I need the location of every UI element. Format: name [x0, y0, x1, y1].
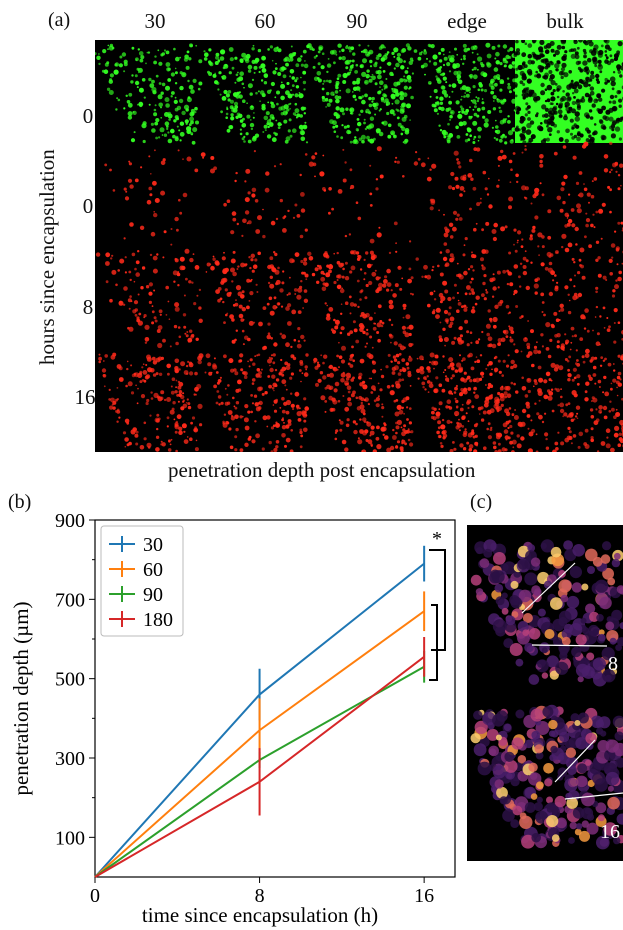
legend-box [100, 525, 184, 637]
tile-r0-c1 [203, 44, 309, 144]
panel-a-x-axis-title: penetration depth post encapsulation [168, 458, 476, 482]
y-tick-label: 500 [55, 669, 85, 691]
tile-r2-c3 [415, 249, 516, 349]
tile-r2-c1 [205, 250, 309, 351]
x-tick-label: 16 [414, 885, 434, 907]
y-tick-label: 300 [55, 748, 85, 770]
legend-label-180: 180 [143, 609, 173, 631]
row-header-8: 8 [82, 295, 94, 319]
tile-r1-c2 [308, 146, 412, 245]
column-header-60: 60 [254, 9, 276, 33]
y-tick-label: 100 [55, 827, 85, 849]
tile-r0-c4 [512, 40, 623, 146]
legend-label-30: 30 [143, 534, 163, 556]
plot-frame [94, 519, 456, 878]
panel-a-y-axis-title: hours since encapsulation [35, 149, 59, 365]
x-tick-label: 8 [255, 885, 265, 907]
tile-r2-c2 [307, 250, 414, 351]
x-axis-label: time since encapsulation (h) [142, 903, 378, 927]
heatmap-panel: 8 16 [467, 525, 623, 861]
tile-r3-c0 [98, 352, 204, 452]
tile-r3-c1 [204, 353, 309, 452]
microscopy-grid [95, 40, 623, 452]
heatmap-label-8: 8 [608, 653, 618, 675]
tile-r2-c4 [513, 244, 623, 351]
measure-line [531, 644, 608, 647]
significance-star: * [432, 528, 442, 550]
tile-r3-c4 [512, 348, 623, 452]
panel-c-label: (c) [470, 491, 493, 513]
row-header-0-green: 0 [82, 104, 94, 128]
significance-brackets: * [429, 528, 446, 681]
tile-r1-c0 [104, 149, 199, 246]
measure-line [521, 562, 576, 614]
panel-b-label: (b) [8, 491, 32, 513]
heatmap-8h [470, 539, 623, 687]
column-header-30: 30 [144, 9, 166, 33]
x-tick-label: 0 [90, 885, 100, 907]
tile-r0-c0 [95, 43, 203, 145]
column-header-bulk: bulk [546, 9, 584, 33]
tile-r1-c1 [200, 150, 308, 239]
y-axis-label: penetration depth (µm) [9, 601, 33, 795]
microscopy-tiles [95, 40, 623, 452]
legend-label-60: 60 [143, 559, 163, 581]
measure-line [564, 792, 623, 800]
legend: 30 60 90 180 [100, 525, 184, 637]
heatmap-label-16: 16 [600, 821, 620, 843]
tile-r0-c2 [306, 43, 414, 145]
row-header-0-red: 0 [82, 194, 94, 218]
penetration-chart: 100 300 500 700 900 0 8 16 time since encapsulat… [9, 510, 456, 927]
heatmap-16h [470, 704, 623, 850]
y-tick-label: 900 [55, 510, 85, 532]
tile-r3-c2 [313, 352, 414, 452]
tile-r1-c4 [513, 141, 623, 248]
panel-a-label: (a) [48, 9, 71, 31]
tile-r2-c0 [95, 248, 203, 349]
heatmap-images [470, 539, 623, 850]
column-header-90: 90 [346, 9, 368, 33]
measure-line [554, 739, 596, 783]
column-header-edge: edge [447, 9, 487, 33]
legend-label-90: 90 [143, 584, 163, 606]
tile-r1-c3 [413, 147, 516, 247]
tile-r0-c3 [413, 42, 517, 145]
tile-r3-c3 [416, 352, 517, 452]
row-header-16: 16 [74, 385, 96, 409]
y-tick-label: 700 [55, 589, 85, 611]
